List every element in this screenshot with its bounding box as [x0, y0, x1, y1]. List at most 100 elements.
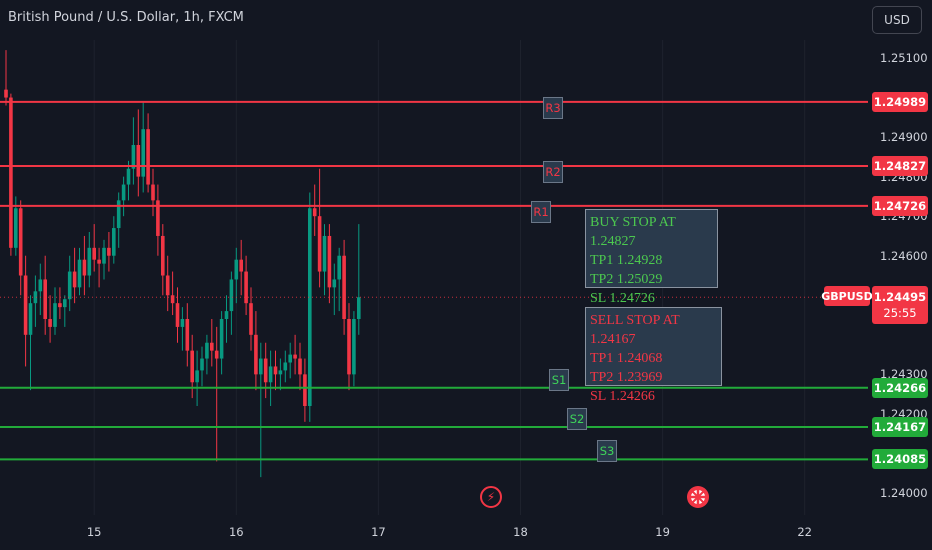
candle-body — [347, 319, 351, 375]
candle-body — [67, 271, 72, 300]
candle-body — [254, 334, 258, 375]
time-tick: 18 — [513, 525, 528, 539]
candle-body — [239, 259, 243, 272]
sell-line: SELL STOP AT 1.24167 — [590, 313, 680, 347]
level-tag-r1: R1 — [531, 200, 551, 223]
candle-body — [112, 228, 116, 256]
price-tick: 1.25100 — [880, 51, 928, 65]
level-tag-s3: S3 — [597, 440, 617, 463]
candle-body — [92, 247, 96, 260]
symbol-badge: GBPUSD — [821, 286, 873, 306]
candle-body — [180, 319, 185, 327]
candle-body — [308, 208, 312, 406]
level-tag-s2: S2 — [567, 407, 587, 430]
level-price-badge-s3: 1.24085 — [872, 449, 928, 470]
candle-body — [9, 97, 13, 248]
candle-body — [23, 275, 28, 335]
level-price-badge-r1: 1.24726 — [872, 195, 928, 216]
time-tick: 17 — [371, 525, 386, 539]
candle-body — [278, 370, 283, 375]
candle-body — [288, 354, 292, 363]
candles — [4, 50, 361, 478]
level-price-badge-r2: 1.24827 — [872, 155, 928, 176]
candle-body — [317, 216, 322, 272]
candle-body — [303, 374, 307, 406]
sell-annotation[interactable]: SELL STOP AT 1.24167 TP1 1.24068 TP2 1.2… — [585, 307, 722, 404]
time-tick: 15 — [86, 525, 102, 539]
price-tick: 1.24900 — [880, 130, 928, 145]
candle-body — [77, 259, 82, 288]
candle-body — [312, 208, 317, 217]
candle-body — [224, 311, 229, 319]
price-tick: 1.24000 — [880, 486, 928, 500]
candle-body — [273, 366, 278, 375]
candle-body — [229, 279, 234, 312]
time-tick: 22 — [797, 525, 813, 539]
sell-line: TP1 1.24068 — [590, 351, 663, 366]
candle-body — [161, 235, 165, 276]
candle-body — [72, 271, 77, 288]
flash-icon[interactable]: ⚡ — [480, 486, 502, 508]
candle-body — [175, 303, 180, 327]
buy-annotation[interactable]: BUY STOP AT 1.24827 TP1 1.24928 TP2 1.25… — [585, 209, 718, 306]
candle-body — [268, 366, 273, 383]
candle-body — [97, 259, 101, 264]
candle-body — [322, 235, 327, 272]
current-price: 1.24495 — [873, 290, 927, 304]
currency-button[interactable]: USD — [872, 6, 922, 34]
candle-body — [146, 129, 150, 185]
candle-body — [357, 297, 361, 319]
candle-body — [121, 184, 126, 201]
candle-body — [18, 208, 23, 276]
candle-body — [214, 350, 219, 359]
candle-body — [14, 208, 18, 248]
uk-flag-icon[interactable] — [687, 486, 709, 508]
candle-body — [190, 350, 194, 383]
candle-body — [156, 200, 160, 236]
level-price-badge-r3: 1.24989 — [872, 91, 928, 112]
candle-body — [107, 247, 111, 256]
candle-body — [102, 247, 106, 264]
candle-body — [87, 247, 92, 276]
level-tag-r2: R2 — [543, 160, 563, 183]
candle-body — [151, 184, 155, 201]
candle-body — [185, 319, 190, 351]
level-price-badge-s1: 1.24266 — [872, 377, 928, 398]
candle-body — [170, 295, 175, 304]
time-tick: 19 — [655, 525, 670, 539]
candle-body — [337, 255, 341, 280]
candle-body — [195, 370, 199, 383]
candle-body — [259, 358, 263, 375]
candle-body — [293, 354, 297, 359]
candle-body — [33, 291, 38, 304]
candle-body — [131, 145, 136, 169]
candle-body — [234, 259, 239, 280]
buy-line: TP2 1.25029 — [590, 272, 663, 287]
sell-line: TP2 1.23969 — [590, 370, 663, 385]
candle-body — [43, 279, 47, 319]
candle-body — [298, 358, 302, 375]
candle-body — [219, 319, 224, 359]
candle-body — [38, 279, 43, 292]
candle-body — [205, 342, 209, 359]
candle-body — [48, 319, 52, 327]
candle-body — [53, 303, 57, 327]
candle-body — [342, 255, 346, 319]
candle-body — [210, 342, 214, 351]
candle-body — [332, 279, 337, 288]
level-tag-r3: R3 — [543, 96, 563, 119]
candle-body — [136, 145, 141, 177]
price-tick: 1.24600 — [880, 248, 928, 263]
buy-line: TP1 1.24928 — [590, 253, 663, 268]
candle-body — [352, 319, 356, 375]
candle-body — [141, 129, 145, 177]
bar-countdown: 25:55 — [883, 306, 917, 320]
buy-line: BUY STOP AT 1.24827 — [590, 215, 676, 249]
candle-body — [244, 271, 248, 304]
candle-body — [58, 303, 62, 308]
sr-levels — [0, 100, 868, 461]
candle-body — [263, 358, 268, 383]
time-tick: 16 — [228, 525, 244, 539]
candle-body — [249, 303, 253, 335]
